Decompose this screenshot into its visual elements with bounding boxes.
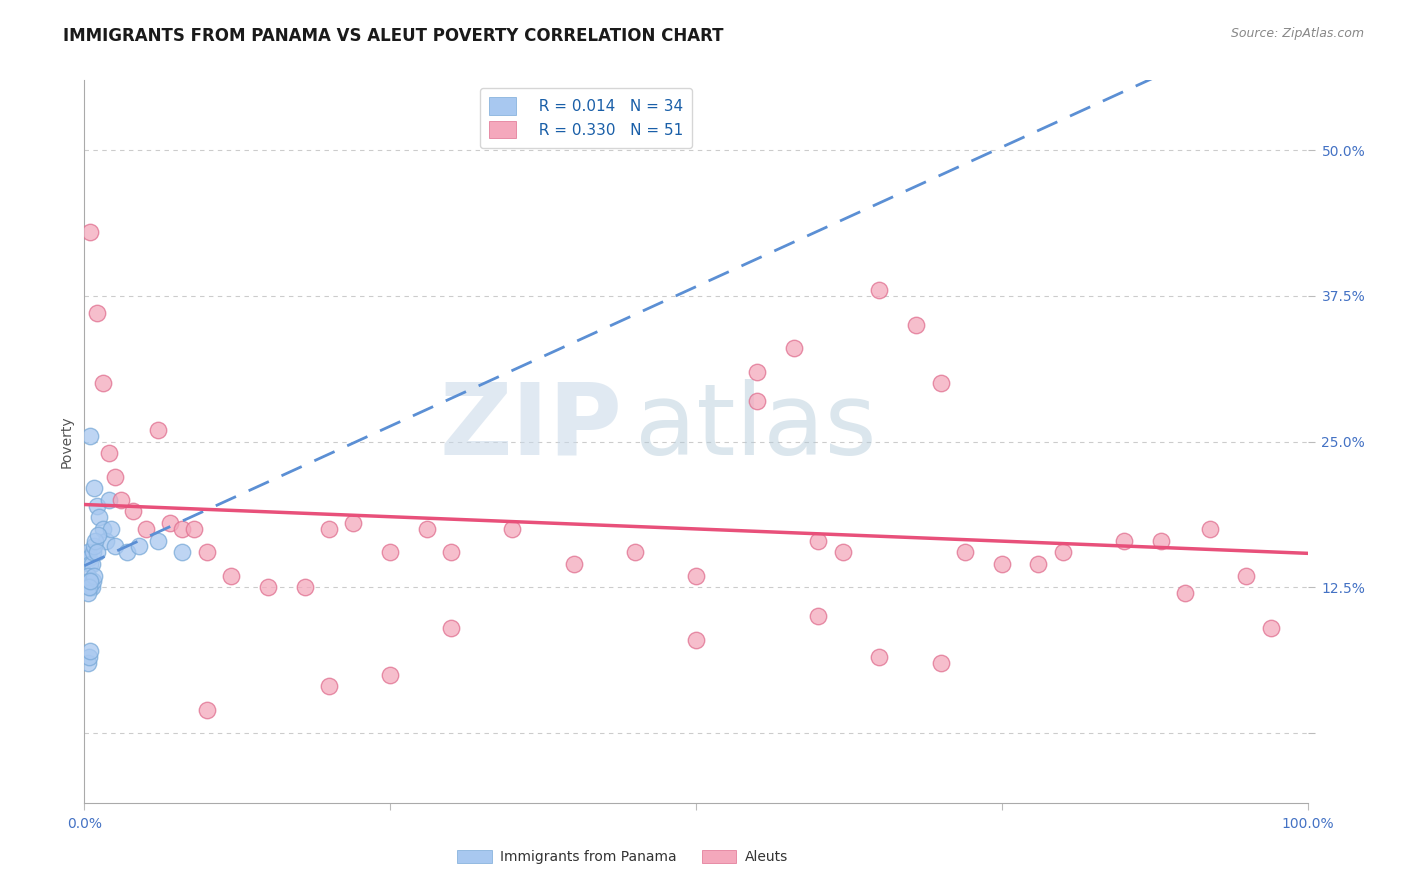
Point — [380, 545, 402, 559]
Point — [86, 545, 108, 559]
Point — [115, 545, 138, 559]
Point — [929, 656, 952, 670]
Legend:   R = 0.014   N = 34,   R = 0.330   N = 51: R = 0.014 N = 34, R = 0.330 N = 51 — [479, 88, 692, 148]
Point — [172, 522, 194, 536]
Point — [79, 557, 101, 571]
Point — [318, 679, 340, 693]
Text: atlas: atlas — [636, 378, 876, 475]
Point — [91, 376, 114, 391]
Point — [831, 545, 853, 559]
Point — [1028, 557, 1050, 571]
Point — [86, 306, 108, 320]
Bar — [702, 850, 737, 863]
Point — [1174, 586, 1197, 600]
Point — [747, 393, 769, 408]
Point — [1198, 522, 1220, 536]
Point — [318, 522, 340, 536]
Point — [146, 423, 169, 437]
Point — [83, 568, 105, 582]
Point — [135, 522, 157, 536]
Point — [183, 522, 205, 536]
Point — [159, 516, 181, 530]
Point — [82, 545, 104, 559]
Point — [440, 545, 463, 559]
Point — [685, 568, 707, 582]
Point — [86, 499, 108, 513]
Point — [747, 365, 769, 379]
Point — [685, 632, 707, 647]
Point — [783, 341, 806, 355]
Point — [502, 522, 524, 536]
Point — [1260, 621, 1282, 635]
Text: Aleuts: Aleuts — [745, 850, 789, 864]
Point — [87, 528, 110, 542]
Point — [219, 568, 242, 582]
Point — [77, 545, 100, 559]
Point — [104, 540, 127, 554]
Point — [83, 540, 105, 554]
Point — [87, 510, 110, 524]
Point — [79, 580, 101, 594]
Point — [96, 533, 118, 548]
Point — [1150, 533, 1173, 548]
Point — [79, 225, 101, 239]
Text: Source: ZipAtlas.com: Source: ZipAtlas.com — [1230, 27, 1364, 40]
Point — [380, 667, 402, 681]
Point — [953, 545, 976, 559]
Point — [82, 574, 104, 589]
Point — [1114, 533, 1136, 548]
Point — [991, 557, 1014, 571]
Point — [807, 609, 830, 624]
Point — [1236, 568, 1258, 582]
Point — [80, 580, 103, 594]
Point — [77, 580, 100, 594]
Point — [128, 540, 150, 554]
Text: Immigrants from Panama: Immigrants from Panama — [501, 850, 676, 864]
Point — [77, 656, 100, 670]
Point — [77, 568, 100, 582]
Point — [562, 557, 585, 571]
Point — [77, 574, 100, 589]
Point — [110, 492, 132, 507]
Point — [869, 650, 891, 665]
Point — [80, 557, 103, 571]
Point — [440, 621, 463, 635]
Point — [929, 376, 952, 391]
Point — [416, 522, 439, 536]
Bar — [457, 850, 492, 863]
Point — [195, 545, 218, 559]
Point — [294, 580, 316, 594]
Text: ZIP: ZIP — [440, 378, 623, 475]
Point — [1052, 545, 1074, 559]
Point — [100, 522, 122, 536]
Point — [146, 533, 169, 548]
Y-axis label: Poverty: Poverty — [59, 416, 73, 467]
Point — [807, 533, 830, 548]
Point — [97, 492, 120, 507]
Point — [97, 446, 120, 460]
Point — [79, 574, 101, 589]
Point — [122, 504, 145, 518]
Point — [84, 533, 107, 548]
Point — [79, 644, 101, 658]
Point — [172, 545, 194, 559]
Point — [77, 650, 100, 665]
Point — [83, 481, 105, 495]
Point — [869, 283, 891, 297]
Point — [257, 580, 280, 594]
Point — [77, 551, 100, 566]
Point — [624, 545, 647, 559]
Point — [77, 586, 100, 600]
Point — [905, 318, 928, 332]
Point — [91, 522, 114, 536]
Point — [342, 516, 364, 530]
Point — [195, 702, 218, 716]
Text: IMMIGRANTS FROM PANAMA VS ALEUT POVERTY CORRELATION CHART: IMMIGRANTS FROM PANAMA VS ALEUT POVERTY … — [63, 27, 724, 45]
Point — [104, 469, 127, 483]
Point — [79, 428, 101, 442]
